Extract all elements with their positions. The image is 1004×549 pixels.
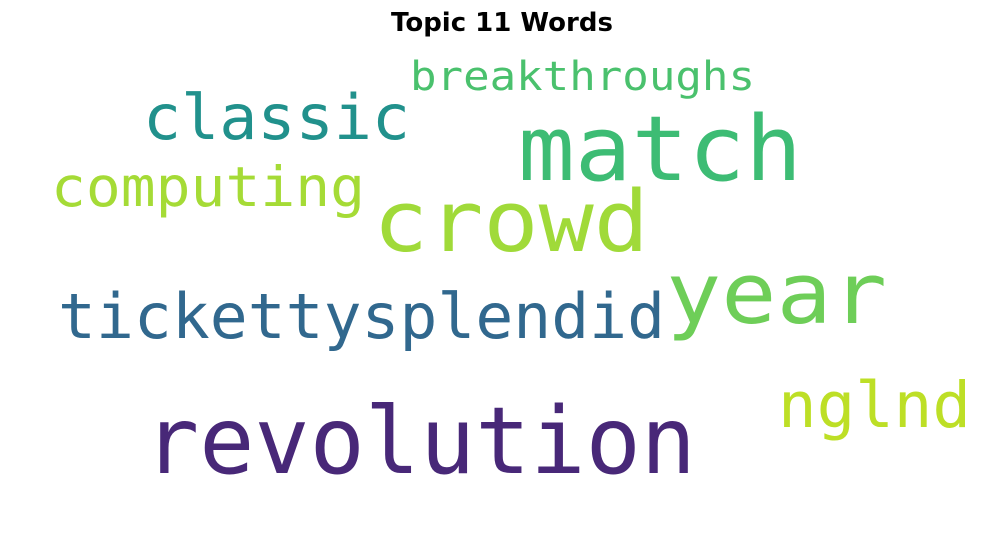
word-classic: classic <box>143 81 410 154</box>
word-tickettysplendid: tickettysplendid <box>58 280 665 353</box>
word-breakthroughs: breakthroughs <box>410 54 755 100</box>
word-match: match <box>518 97 802 202</box>
page-title: Topic 11 Words <box>391 8 613 38</box>
word-crowd: crowd <box>373 173 649 272</box>
word-revolution: revolution <box>144 387 696 495</box>
word-computing: computing <box>51 155 365 219</box>
word-year: year <box>666 245 887 344</box>
word-nglnd: nglnd <box>778 369 971 442</box>
